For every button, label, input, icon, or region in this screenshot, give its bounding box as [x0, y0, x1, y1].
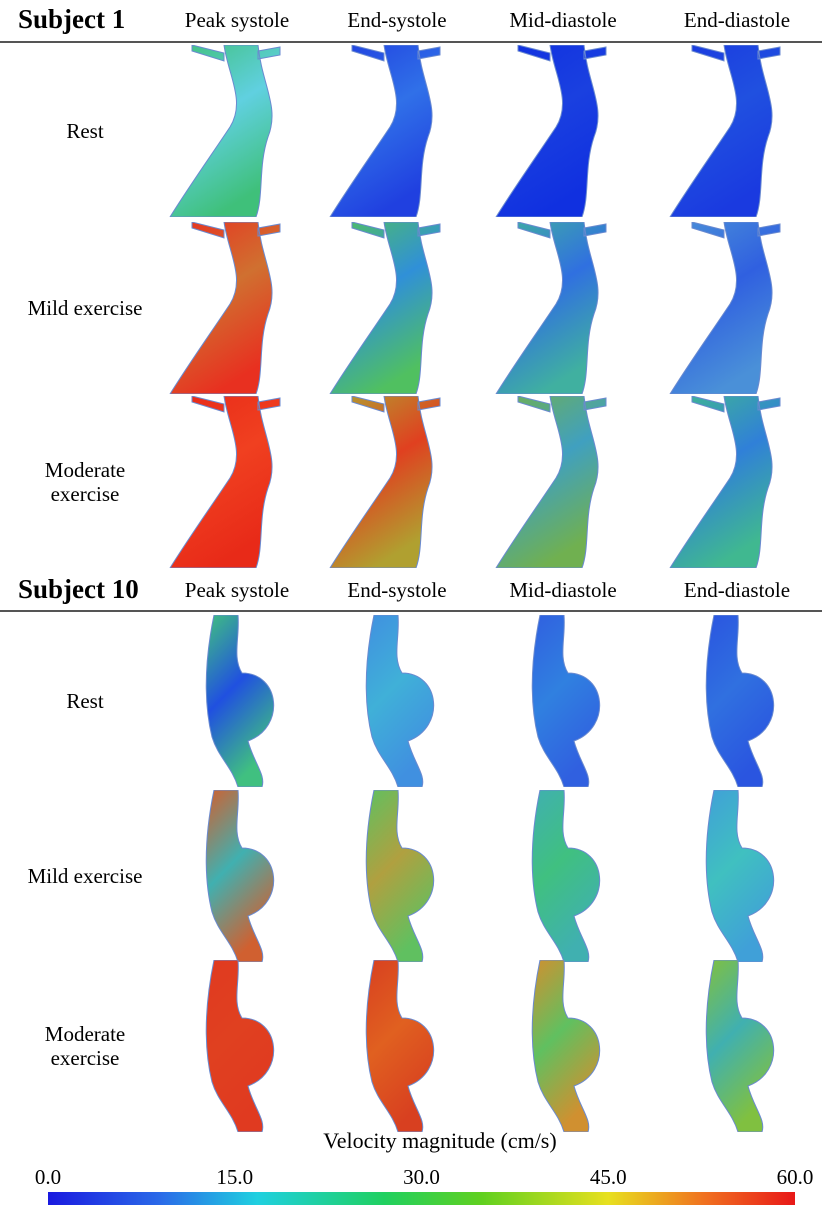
velocity-map — [162, 790, 312, 962]
velocity-map — [662, 222, 812, 394]
velocity-map — [162, 960, 312, 1132]
section-title: Subject 10 — [18, 574, 139, 605]
colorbar-tick-label: 15.0 — [216, 1165, 253, 1190]
velocity-map — [322, 45, 472, 217]
row-label: Moderate exercise — [15, 458, 155, 506]
column-header: Mid-diastole — [509, 578, 616, 603]
velocity-map — [488, 790, 638, 962]
colorbar — [48, 1192, 795, 1205]
velocity-map — [162, 222, 312, 394]
row-label: Rest — [15, 119, 155, 143]
figure: Velocity magnitude (cm/s) Subject 1Peak … — [0, 0, 822, 1207]
velocity-map — [322, 960, 472, 1132]
colorbar-tick-label: 45.0 — [590, 1165, 627, 1190]
column-header: End-diastole — [684, 578, 790, 603]
header-rule — [0, 610, 822, 612]
velocity-map — [488, 45, 638, 217]
colorbar-tick-label: 60.0 — [777, 1165, 814, 1190]
velocity-map — [162, 615, 312, 787]
column-header: End-diastole — [684, 8, 790, 33]
header-rule — [0, 41, 822, 43]
velocity-map — [322, 790, 472, 962]
velocity-map — [488, 960, 638, 1132]
velocity-map — [488, 615, 638, 787]
column-header: Peak systole — [185, 578, 289, 603]
velocity-map — [662, 45, 812, 217]
velocity-map — [322, 615, 472, 787]
row-label: Rest — [15, 689, 155, 713]
colorbar-tick-label: 30.0 — [403, 1165, 440, 1190]
row-label: Mild exercise — [15, 864, 155, 888]
velocity-map — [662, 960, 812, 1132]
row-label: Moderate exercise — [15, 1022, 155, 1070]
velocity-map — [162, 45, 312, 217]
velocity-map — [322, 396, 472, 568]
colorbar-tick-label: 0.0 — [35, 1165, 61, 1190]
velocity-map — [488, 222, 638, 394]
section-title: Subject 1 — [18, 4, 125, 35]
column-header: Mid-diastole — [509, 8, 616, 33]
velocity-map — [662, 615, 812, 787]
velocity-map — [162, 396, 312, 568]
column-header: Peak systole — [185, 8, 289, 33]
velocity-map — [662, 396, 812, 568]
velocity-map — [662, 790, 812, 962]
row-label: Mild exercise — [15, 296, 155, 320]
column-header: End-systole — [347, 8, 446, 33]
velocity-map — [322, 222, 472, 394]
column-header: End-systole — [347, 578, 446, 603]
velocity-map — [488, 396, 638, 568]
